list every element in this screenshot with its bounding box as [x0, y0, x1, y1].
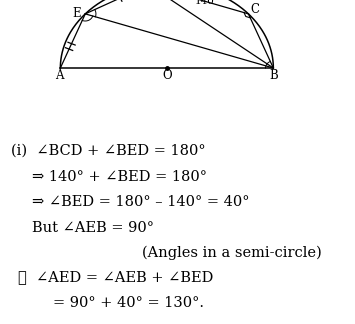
Text: E: E: [72, 7, 81, 20]
Text: ⇒ ∠BED = 180° – 140° = 40°: ⇒ ∠BED = 180° – 140° = 40°: [32, 195, 250, 210]
Text: ⇒ 140° + ∠BED = 180°: ⇒ 140° + ∠BED = 180°: [32, 169, 207, 184]
Text: B: B: [269, 69, 278, 82]
Text: 140°: 140°: [195, 0, 220, 6]
Text: A: A: [55, 69, 64, 82]
Text: = 90° + 40° = 130°.: = 90° + 40° = 130°.: [53, 296, 204, 310]
Text: But ∠AEB = 90°: But ∠AEB = 90°: [32, 221, 154, 236]
Text: C: C: [250, 3, 259, 16]
Text: O: O: [162, 69, 172, 82]
Text: (i)  ∠BCD + ∠BED = 180°: (i) ∠BCD + ∠BED = 180°: [11, 144, 205, 158]
Text: (Angles in a semi-circle): (Angles in a semi-circle): [142, 246, 322, 260]
Text: ∴  ∠AED = ∠AEB + ∠BED: ∴ ∠AED = ∠AEB + ∠BED: [18, 270, 213, 284]
